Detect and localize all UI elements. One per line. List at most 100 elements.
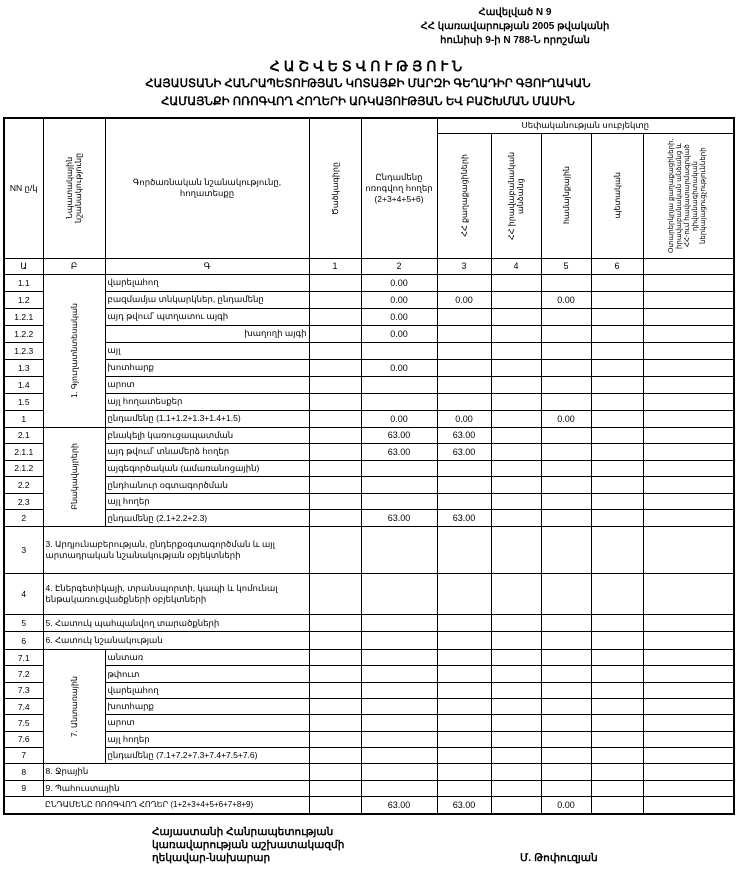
value-cell — [642, 426, 735, 445]
value-cell — [436, 392, 492, 411]
value-cell — [590, 273, 644, 292]
value-cell: 63.00 — [360, 509, 438, 528]
header-nn: NN ը/կ — [3, 117, 44, 259]
value-cell — [308, 763, 362, 781]
value-cell — [308, 697, 362, 716]
value-cell — [360, 681, 438, 699]
group-label-cell: 1. Գյուղատնտեսական — [42, 273, 106, 428]
value-cell — [540, 273, 592, 292]
header-owner-legal: ՀՀ իրավաբանական անձանց — [490, 132, 542, 259]
table-row: 7.4 խոտհարք — [3, 697, 735, 716]
value-cell — [490, 681, 542, 699]
value-cell: 0.00 — [540, 290, 592, 309]
report-subtitle-1: ՀԱՅԱՍՏԱՆԻ ՀԱՆՐԱՊԵՏՈՒԹՅԱՆ ԿՈՏԱՅՔԻ ՄԱՐԶԻ Գ… — [145, 78, 591, 90]
value-cell — [540, 492, 592, 511]
row-code: 3 — [3, 526, 44, 575]
row-description: 8. Ջրային — [42, 763, 310, 781]
signature-line-2: կառավարության աշխատակազմի — [152, 839, 345, 851]
report-title: ՀԱՇՎԵՏՎՈՒԹՅՈՒՆ — [269, 58, 467, 74]
header-owner-state-text: պետական — [612, 172, 622, 219]
value-cell — [436, 307, 492, 326]
value-cell — [360, 526, 438, 575]
value-cell — [490, 492, 542, 511]
header-owner-foreign-text: Օտարերկրյա քաղաքացիների, իրավաբանական ան… — [668, 138, 708, 253]
total-row: ԸՆԴԱՄԵՆԸ ՈՌՈԳՎՈՂ ՀՈՂԵՐ (1+2+3+4+5+6+7+8+… — [3, 796, 735, 815]
row-description: անտառ — [104, 649, 310, 667]
value-cell — [360, 341, 438, 360]
value-cell — [590, 697, 644, 716]
value-cell — [436, 573, 492, 616]
value-cell — [308, 273, 362, 292]
table-row: 7.1 7. Անտառային անտառ — [3, 649, 735, 765]
row-description: վարելահող — [104, 273, 310, 292]
value-cell — [308, 426, 362, 445]
value-cell — [590, 665, 644, 683]
header-code: Ծածկագիրը — [308, 117, 362, 259]
row-code: 1.1 — [3, 273, 44, 292]
row-description: ընդամենը (1.1+1.2+1.3+1.4+1.5) — [104, 409, 310, 428]
value-cell — [436, 526, 492, 575]
row-code: 1.2 — [3, 290, 44, 309]
value-cell — [540, 392, 592, 411]
table-row: 1.3 խոտհարք 0.00 — [3, 358, 735, 377]
value-cell — [540, 779, 592, 798]
value-cell — [308, 459, 362, 478]
value-cell — [642, 665, 735, 683]
value-cell: 0.00 — [436, 290, 492, 309]
table-row: 1.4 արոտ — [3, 375, 735, 394]
table-row: 1.2.1 այդ թվում՝ պտղատու այգի 0.00 — [3, 307, 735, 326]
value-cell — [490, 746, 542, 765]
value-cell — [308, 341, 362, 360]
value-cell — [436, 730, 492, 748]
value-cell — [436, 714, 492, 732]
value-cell — [360, 649, 438, 667]
column-number-row: Ա Բ Գ 1 2 3 4 5 6 — [3, 257, 735, 275]
table-row: 2.1.2 այգեգործական (ամառանոցային) — [3, 459, 735, 478]
value-cell — [642, 526, 735, 575]
value-cell — [490, 763, 542, 781]
table-row: 6 6. Հատուկ նշանակության — [3, 631, 735, 651]
value-cell — [308, 631, 362, 651]
value-cell — [308, 409, 362, 428]
value-cell — [436, 665, 492, 683]
table-row: 4 4. Էներգետիկայի, տրանսպորտի, կապի և կոմ… — [3, 573, 735, 616]
value-cell — [590, 476, 644, 494]
value-cell — [490, 290, 542, 309]
value-cell — [590, 730, 644, 748]
row-code: 7 — [3, 746, 44, 765]
row-code: 2.1.1 — [3, 443, 44, 461]
value-cell: 0.00 — [360, 358, 438, 377]
value-cell — [590, 763, 644, 781]
value-cell — [590, 307, 644, 326]
value-cell — [360, 763, 438, 781]
row-code: 4 — [3, 573, 44, 616]
row-description: ընդամենը (7.1+7.2+7.3+7.4+7.5+7.6) — [104, 746, 310, 765]
value-cell — [590, 290, 644, 309]
value-cell — [490, 526, 542, 575]
table-row: 7 ընդամենը (7.1+7.2+7.3+7.4+7.5+7.6) — [3, 746, 735, 765]
table-row: 1.2.3 այլ — [3, 341, 735, 360]
row-code: 7.3 — [3, 681, 44, 699]
value-cell — [308, 443, 362, 461]
value-cell — [308, 649, 362, 667]
value-cell — [590, 526, 644, 575]
row-description: այդ թվում՝ տնամերձ հողեր — [104, 443, 310, 461]
header-owner-foreign: Օտարերկրյա քաղաքացիների, իրավաբանական ան… — [642, 132, 735, 259]
row-description: այլ — [104, 341, 310, 360]
row-code: 1.2.3 — [3, 341, 44, 360]
row-description: արոտ — [104, 375, 310, 394]
table-row: 1.1 1. Գյուղատնտեսական վարելահող 0.00 — [3, 273, 735, 428]
header-functional: Գործառնական նշանակությունը, հողատեսքը — [104, 117, 310, 259]
value-cell — [490, 649, 542, 667]
value-cell — [642, 409, 735, 428]
total-value-cell — [308, 796, 362, 815]
value-cell — [360, 631, 438, 651]
row-code: 1.5 — [3, 392, 44, 411]
value-cell — [540, 649, 592, 667]
value-cell — [436, 492, 492, 511]
land-report-table: NN ը/կ Նպատակային նշանակությունը Գործառն… — [3, 117, 736, 815]
value-cell — [642, 509, 735, 528]
value-cell — [490, 476, 542, 494]
row-code: 6 — [3, 631, 44, 651]
annex-line-1: Հավելված N 9 — [478, 7, 552, 18]
